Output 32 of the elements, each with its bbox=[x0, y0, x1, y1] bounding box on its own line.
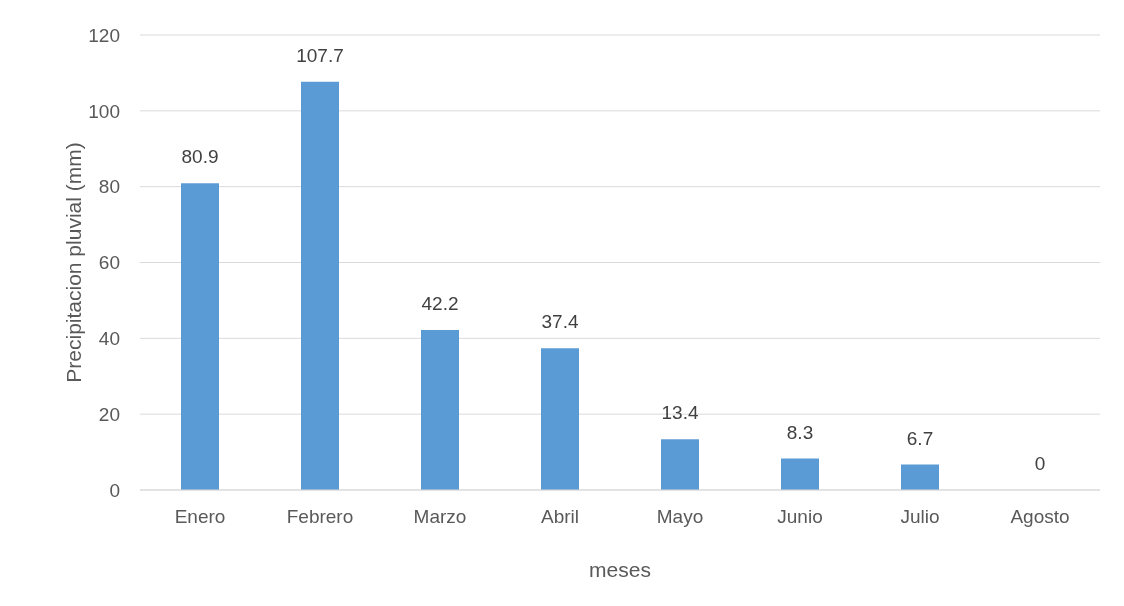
bar bbox=[781, 458, 819, 490]
bar bbox=[301, 81, 339, 490]
y-tick-label: 40 bbox=[98, 328, 120, 350]
bar bbox=[661, 439, 699, 490]
y-axis-title: Precipitacion pluvial (mm) bbox=[62, 142, 86, 383]
x-axis-title: meses bbox=[589, 557, 651, 581]
x-tick-label: Marzo bbox=[413, 506, 467, 528]
data-label: 37.4 bbox=[541, 311, 579, 333]
x-tick-label: Mayo bbox=[656, 506, 704, 528]
x-tick-label: Abril bbox=[540, 506, 580, 528]
data-label: 80.9 bbox=[181, 146, 219, 168]
bar bbox=[541, 348, 579, 490]
x-tick-label: Agosto bbox=[1010, 506, 1070, 528]
y-tick-label: 0 bbox=[109, 479, 120, 501]
y-tick-label: 80 bbox=[98, 176, 120, 198]
x-tick-label: Julio bbox=[900, 506, 940, 528]
y-tick-label: 20 bbox=[98, 403, 120, 425]
data-label: 13.4 bbox=[661, 402, 699, 424]
data-label: 42.2 bbox=[421, 292, 459, 314]
data-label: 0 bbox=[1034, 453, 1046, 474]
bar bbox=[181, 183, 219, 490]
x-tick-label: Enero bbox=[174, 506, 226, 528]
y-tick-label: 100 bbox=[88, 100, 120, 122]
y-tick-label: 120 bbox=[88, 24, 120, 46]
bar bbox=[901, 464, 939, 490]
x-tick-label: Febrero bbox=[286, 506, 354, 528]
y-tick-label: 60 bbox=[98, 252, 120, 274]
data-label: 107.7 bbox=[296, 44, 344, 66]
data-label: 6.7 bbox=[906, 427, 934, 449]
x-tick-label: Junio bbox=[777, 506, 823, 528]
bar bbox=[421, 329, 459, 490]
data-label: 8.3 bbox=[786, 421, 814, 443]
